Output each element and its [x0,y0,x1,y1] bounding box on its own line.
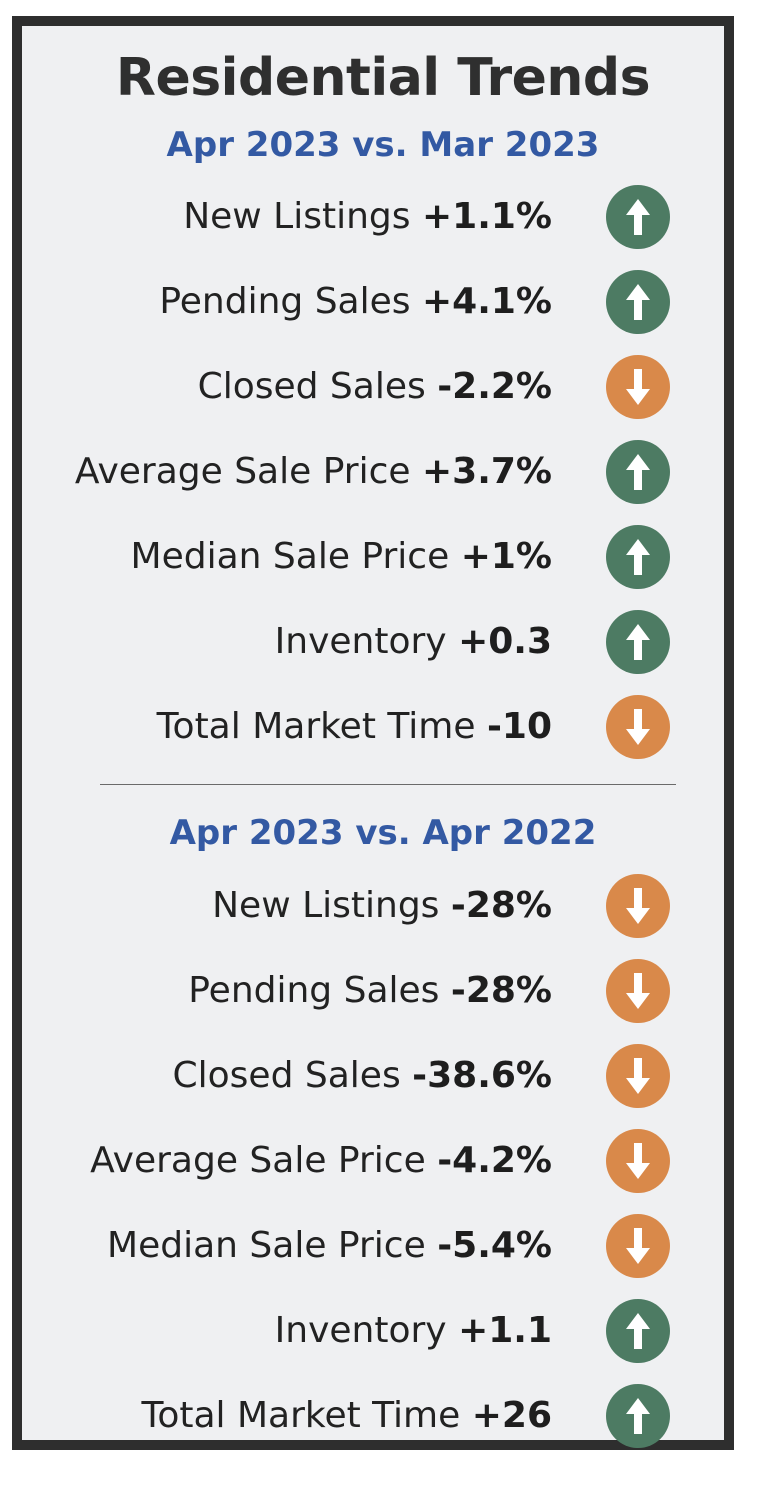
trend-label: Total Market Time [156,706,476,747]
section-subtitle-year-over-year: Apr 2023 vs. Apr 2022 [169,813,597,853]
trend-value: +4.1% [421,281,552,322]
trend-row: Inventory +1.1 [275,1303,552,1359]
arrow-down-icon [606,695,670,759]
trend-value: -4.2% [437,1140,552,1181]
trend-row: Average Sale Price +3.7% [75,444,552,500]
trend-row: New Listings +1.1% [183,189,552,245]
arrow-down-icon [606,1129,670,1193]
trend-label: Median Sale Price [107,1225,426,1266]
trend-label: New Listings [212,885,440,926]
trend-value: -28% [450,885,552,926]
trend-row: Median Sale Price -5.4% [107,1218,552,1274]
trend-label: Median Sale Price [130,536,450,577]
trend-value: +1.1 [458,1310,552,1351]
trend-row: Inventory +0.3 [275,614,552,670]
trend-value: -2.2% [437,366,552,407]
arrow-up-icon [606,185,670,249]
section-divider [100,784,676,785]
trend-value: +3.7% [421,451,552,492]
trend-label: Inventory [274,1310,447,1351]
trend-label: Pending Sales [188,970,440,1011]
trend-value: +1% [460,536,552,577]
card-title: Residential Trends [115,48,651,108]
trend-label: Closed Sales [172,1055,401,1096]
trend-value: -38.6% [412,1055,552,1096]
arrow-down-icon [606,1044,670,1108]
trend-row: Total Market Time -10 [157,699,552,755]
trend-row: Average Sale Price -4.2% [90,1133,552,1189]
trend-value: +26 [471,1395,552,1436]
trend-row: Total Market Time +26 [141,1388,552,1444]
arrow-down-icon [606,959,670,1023]
trend-row: Median Sale Price +1% [131,529,552,585]
trend-label: Average Sale Price [74,451,411,492]
trend-row: Pending Sales -28% [188,963,552,1019]
arrow-up-icon [606,610,670,674]
trend-row: New Listings -28% [212,878,552,934]
residential-trends-card: Residential Trends Apr 2023 vs. Mar 2023… [12,16,734,1450]
arrow-down-icon [606,355,670,419]
trend-label: New Listings [183,196,411,237]
trend-value: +0.3 [458,621,552,662]
section-subtitle-month-over-month: Apr 2023 vs. Mar 2023 [166,125,600,165]
trend-label: Inventory [274,621,447,662]
arrow-down-icon [606,874,670,938]
trend-row: Pending Sales +4.1% [159,274,552,330]
trend-row: Closed Sales -2.2% [198,359,552,415]
trend-label: Total Market Time [141,1395,461,1436]
trend-value: -10 [486,706,552,747]
trend-value: -28% [450,970,552,1011]
arrow-down-icon [606,1214,670,1278]
arrow-up-icon [606,270,670,334]
trend-label: Pending Sales [159,281,411,322]
trend-value: +1.1% [421,196,552,237]
trend-value: -5.4% [437,1225,552,1266]
trend-label: Average Sale Price [90,1140,426,1181]
arrow-up-icon [606,440,670,504]
trend-label: Closed Sales [197,366,426,407]
arrow-up-icon [606,1384,670,1448]
arrow-up-icon [606,525,670,589]
arrow-up-icon [606,1299,670,1363]
trend-row: Closed Sales -38.6% [173,1048,552,1104]
